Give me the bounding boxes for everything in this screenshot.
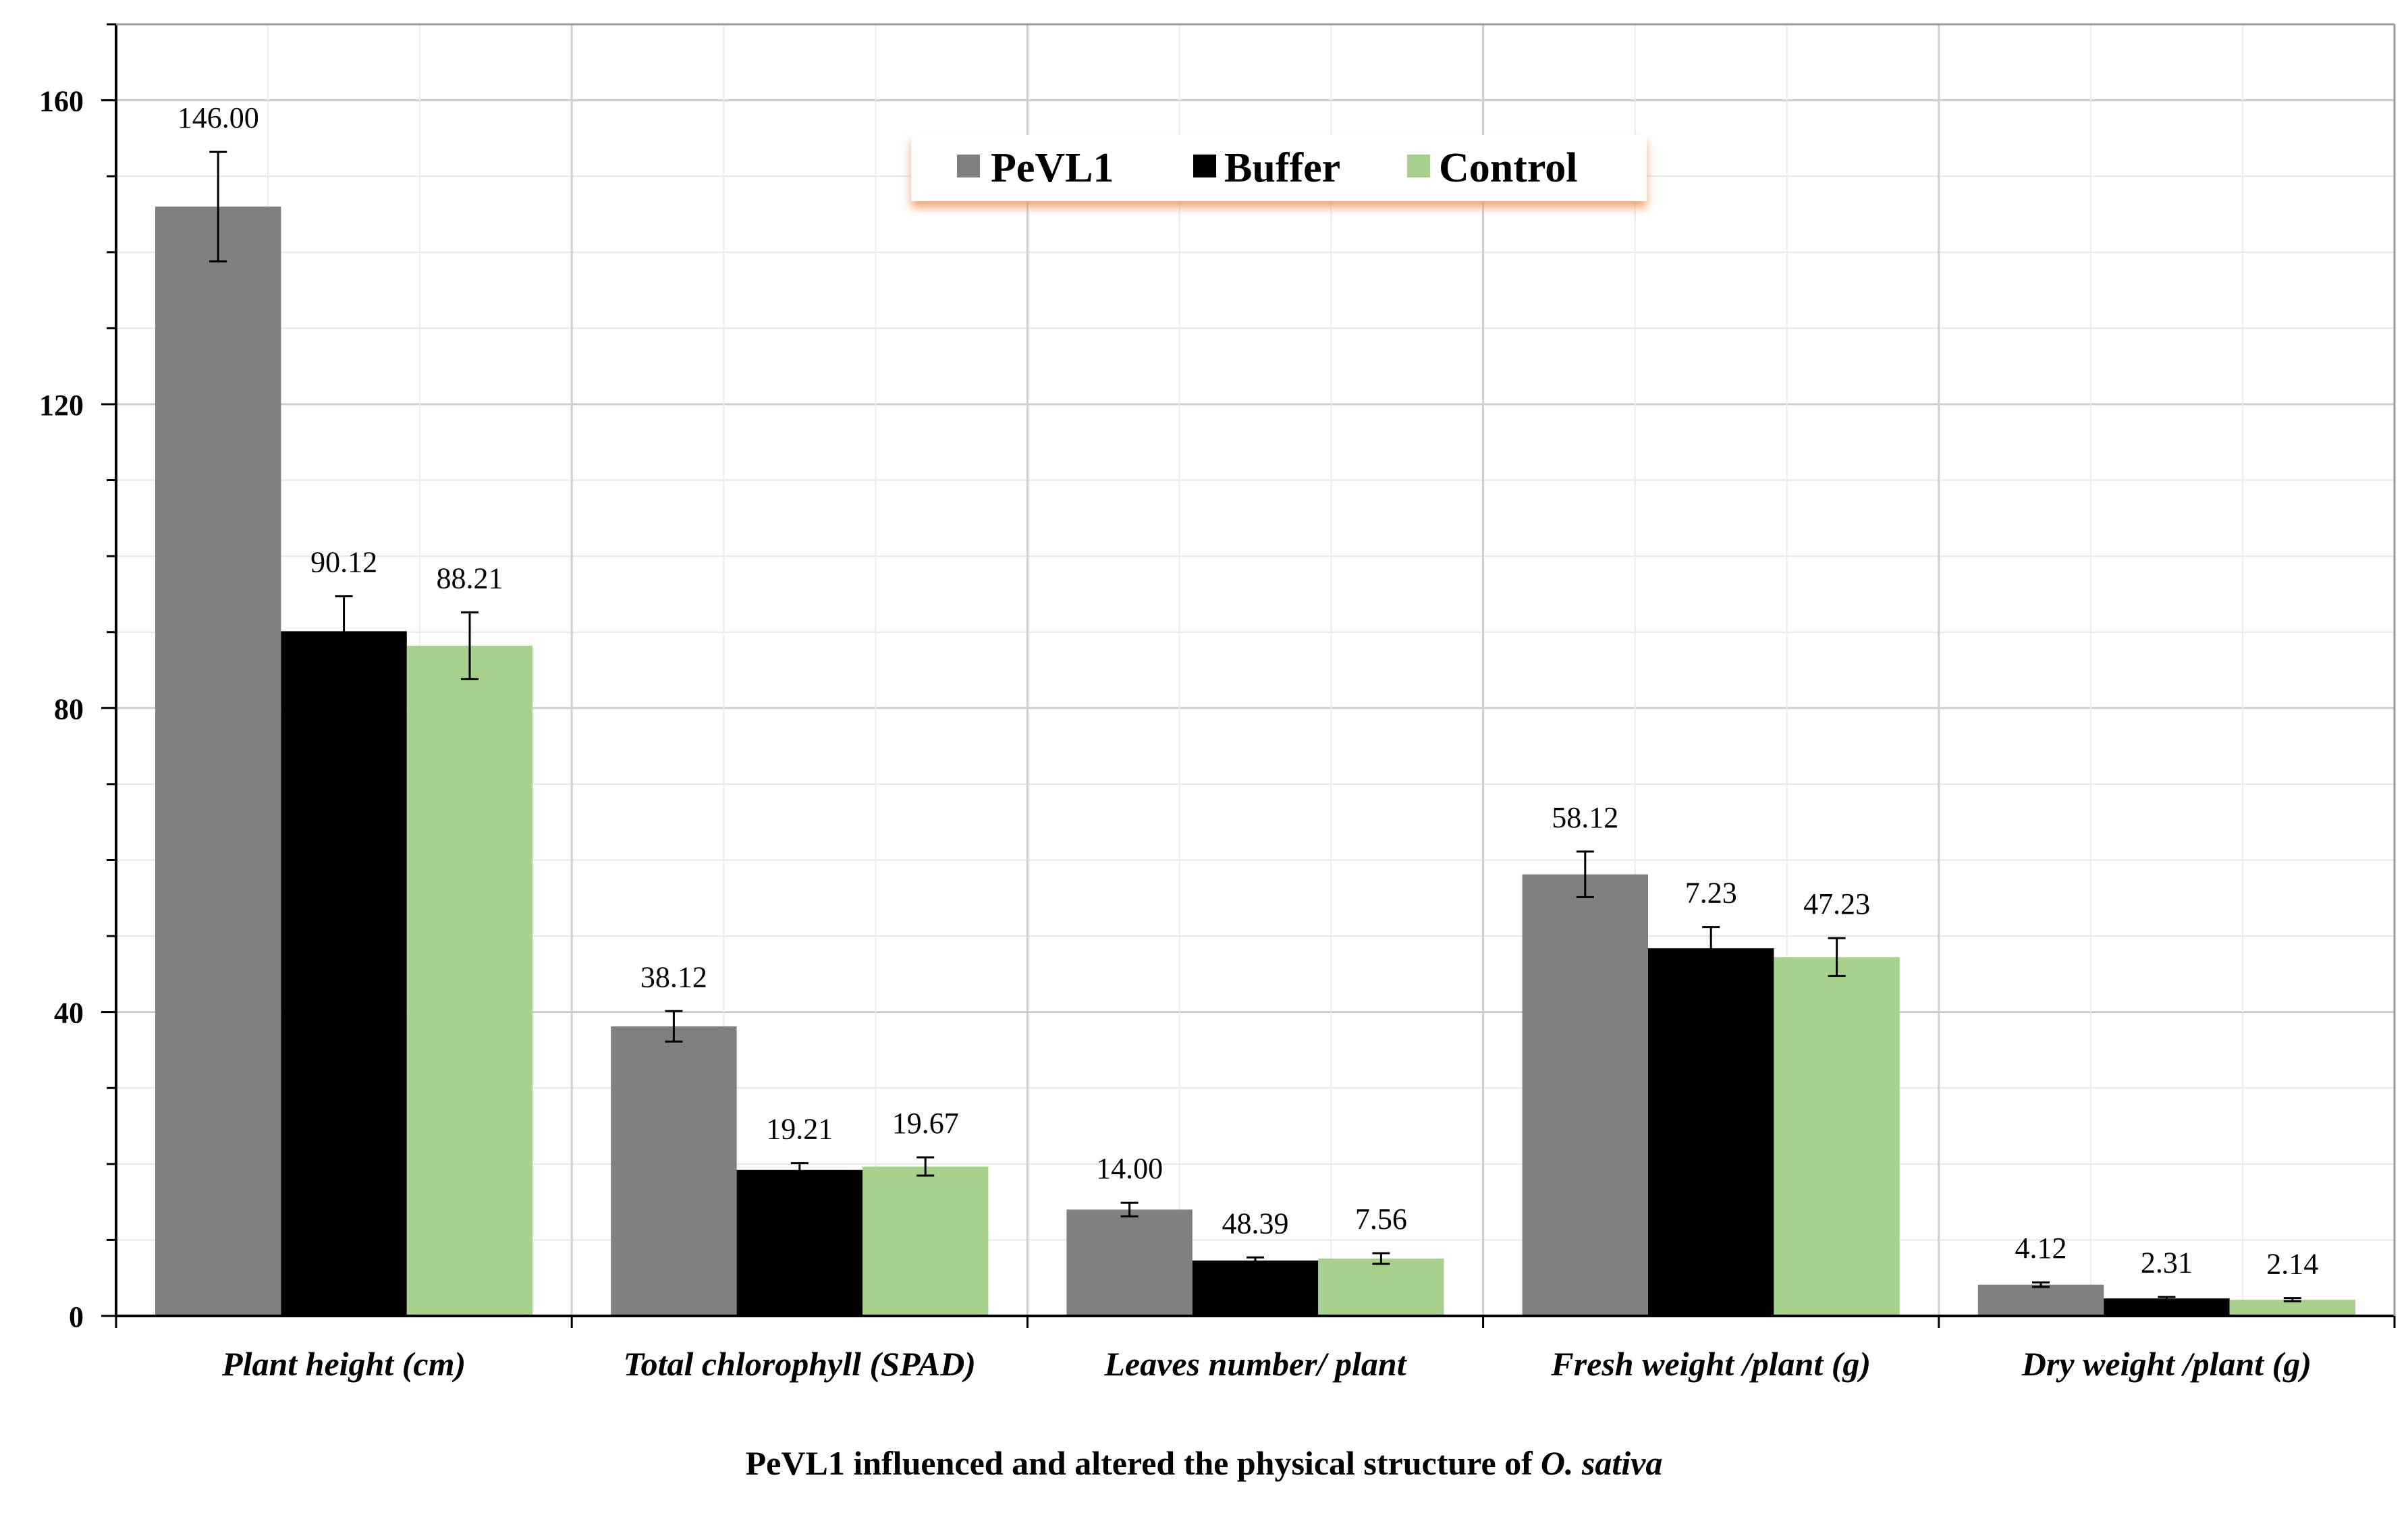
legend: PeVL1 Buffer Control bbox=[911, 135, 1647, 201]
legend-swatch-control bbox=[1407, 155, 1430, 177]
legend-swatch-pevl1 bbox=[957, 155, 980, 177]
data-label-control-1: 19.67 bbox=[892, 1107, 959, 1140]
legend-swatch-buffer bbox=[1193, 155, 1216, 177]
bar-control-0 bbox=[406, 645, 533, 1316]
y-tick-label: 0 bbox=[69, 1300, 84, 1333]
y-tick-label: 160 bbox=[39, 85, 84, 118]
error-bars bbox=[209, 150, 2301, 1302]
data-label-buffer-4: 2.31 bbox=[2141, 1246, 2193, 1280]
data-label-pevl1-1: 38.12 bbox=[640, 960, 707, 993]
data-label-buffer-3: 7.23 bbox=[1685, 877, 1737, 910]
data-label-control-3: 47.23 bbox=[1803, 887, 1870, 920]
legend-label-pevl1: PeVL1 bbox=[991, 145, 1114, 191]
data-label-control-4: 2.14 bbox=[2266, 1248, 2318, 1281]
x-tick-label: Fresh weight /plant (g) bbox=[1550, 1345, 1871, 1383]
y-tick-label: 120 bbox=[39, 389, 84, 422]
bar-control-3 bbox=[1774, 957, 1900, 1316]
bar-pevl1-3 bbox=[1522, 874, 1648, 1316]
bar-pevl1-2 bbox=[1066, 1209, 1193, 1316]
bar-pevl1-0 bbox=[155, 207, 281, 1316]
x-axis-title-main: PeVL1 influenced and altered the physica… bbox=[746, 1444, 1534, 1482]
x-tick-label: Total chlorophyll (SPAD) bbox=[624, 1345, 976, 1383]
legend-label-buffer: Buffer bbox=[1224, 145, 1340, 191]
bar-pevl1-4 bbox=[1977, 1284, 2104, 1316]
data-label-pevl1-3: 58.12 bbox=[1552, 801, 1618, 834]
x-tick-label: Dry weight /plant (g) bbox=[2021, 1345, 2311, 1383]
x-tick-label: Leaves number/ plant bbox=[1103, 1345, 1407, 1383]
x-tick-label: Plant height (cm) bbox=[221, 1345, 466, 1383]
y-tick-label: 40 bbox=[54, 997, 84, 1030]
bar-buffer-0 bbox=[281, 631, 407, 1316]
axes: 0 40 80 120 160 Plant height (cm) Total chloro… bbox=[39, 23, 2396, 1383]
data-label-control-2: 7.56 bbox=[1355, 1203, 1407, 1236]
bar-control-1 bbox=[863, 1166, 989, 1316]
bar-pevl1-1 bbox=[611, 1026, 737, 1316]
bar-control-2 bbox=[1318, 1258, 1444, 1316]
data-label-control-0: 88.21 bbox=[437, 561, 503, 595]
x-axis-title-species: O. sativa bbox=[1541, 1444, 1663, 1482]
y-tick-label: 80 bbox=[54, 692, 84, 725]
bar-control-4 bbox=[2229, 1299, 2355, 1316]
data-label-buffer-0: 90.12 bbox=[310, 546, 377, 579]
data-label-pevl1-4: 4.12 bbox=[2015, 1232, 2067, 1265]
data-label-buffer-1: 19.21 bbox=[766, 1113, 833, 1146]
bar-buffer-1 bbox=[736, 1170, 863, 1316]
bars bbox=[155, 207, 2355, 1316]
bar-buffer-3 bbox=[1648, 948, 1774, 1316]
bar-buffer-4 bbox=[2104, 1298, 2230, 1316]
data-label-pevl1-2: 14.00 bbox=[1096, 1152, 1163, 1185]
bar-buffer-2 bbox=[1192, 1260, 1319, 1316]
legend-label-control: Control bbox=[1439, 145, 1578, 191]
legend-box bbox=[911, 135, 1647, 201]
data-labels: 146.00 38.12 14.00 58.12 4.12 90.12 19.21 48.39… bbox=[177, 101, 2319, 1281]
data-label-pevl1-0: 146.00 bbox=[177, 101, 259, 134]
x-axis-title: PeVL1 influenced and altered the physica… bbox=[746, 1444, 1663, 1482]
data-label-buffer-2: 48.39 bbox=[1222, 1207, 1289, 1240]
